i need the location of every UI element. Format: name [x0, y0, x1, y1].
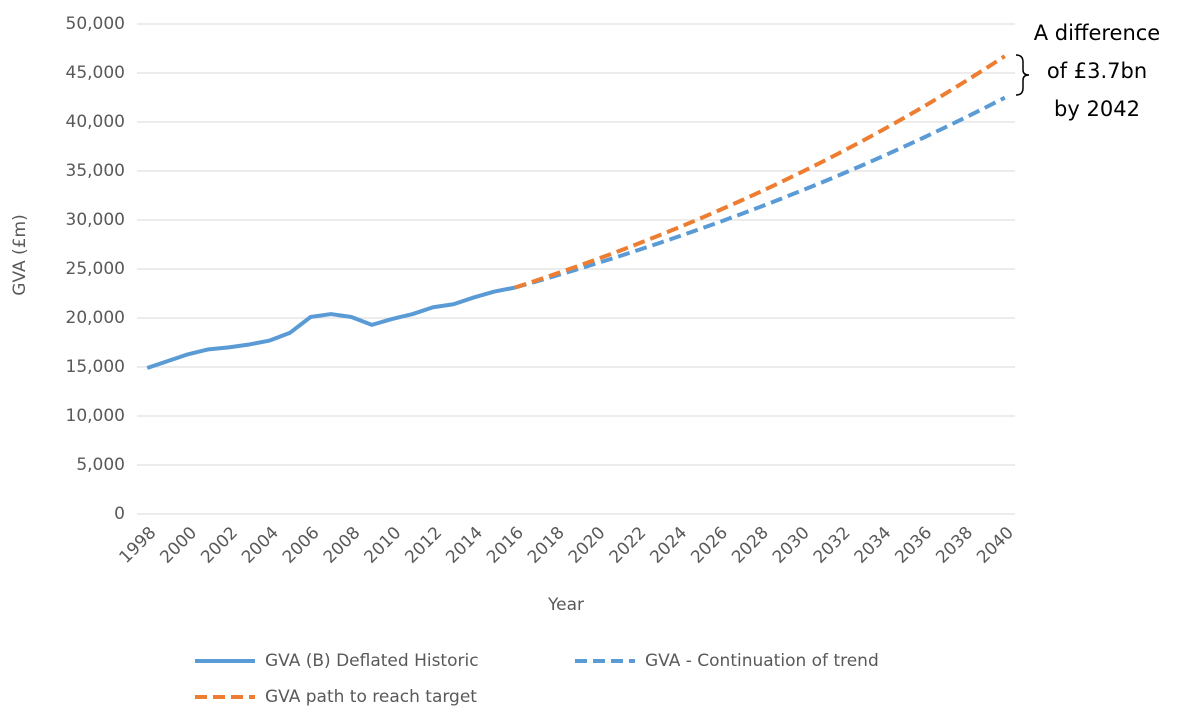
series-line [514, 54, 1006, 290]
x-tick-label: 2022 [606, 523, 651, 568]
x-tick-label: 2000 [156, 523, 201, 568]
y-tick-label: 40,000 [66, 112, 125, 132]
legend-label: GVA - Continuation of trend [645, 651, 879, 671]
x-tick-label: 2012 [401, 523, 446, 568]
x-tick-label: 2026 [687, 523, 732, 568]
x-tick-label: 2018 [524, 523, 569, 568]
series-line [514, 95, 1006, 290]
x-tick-label: 2010 [361, 523, 406, 568]
y-tick-label: 10,000 [66, 406, 125, 426]
annotation: of £3.7bn [1047, 59, 1147, 83]
x-tick-label: 1998 [116, 523, 161, 568]
y-axis-label: GVA (£m) [10, 214, 30, 295]
annotation: A difference [1034, 21, 1160, 45]
x-tick-label: 2004 [238, 523, 283, 568]
x-tick-label: 2008 [320, 523, 365, 568]
x-tick-label: 2024 [646, 523, 691, 568]
x-tick-label: 2032 [810, 523, 855, 568]
x-tick-label: 2036 [891, 523, 936, 568]
x-tick-label: 2014 [442, 523, 487, 568]
y-tick-label: 5,000 [76, 455, 125, 475]
x-tick-label: 2006 [279, 523, 324, 568]
series-line [146, 285, 516, 370]
legend-label: GVA (B) Deflated Historic [265, 651, 479, 671]
x-tick-label: 2002 [197, 523, 242, 568]
y-tick-label: 50,000 [66, 14, 125, 34]
x-tick-label: 2016 [483, 523, 528, 568]
y-tick-label: 45,000 [66, 63, 125, 83]
y-tick-label: 20,000 [66, 308, 125, 328]
x-tick-label: 2020 [565, 523, 610, 568]
brace [1015, 54, 1030, 96]
x-tick-label: 2038 [932, 523, 977, 568]
y-tick-label: 30,000 [66, 210, 125, 230]
y-tick-label: 35,000 [66, 161, 125, 181]
x-tick-label: 2040 [973, 523, 1018, 568]
x-tick-label: 2028 [728, 523, 773, 568]
x-tick-label: 2034 [851, 523, 896, 568]
legend-label: GVA path to reach target [265, 687, 477, 707]
y-tick-label: 15,000 [66, 357, 125, 377]
annotation: by 2042 [1054, 97, 1140, 121]
y-tick-label: 0 [114, 504, 125, 524]
x-tick-label: 2030 [769, 523, 814, 568]
y-tick-label: 25,000 [66, 259, 125, 279]
x-axis-label: Year [547, 595, 584, 615]
